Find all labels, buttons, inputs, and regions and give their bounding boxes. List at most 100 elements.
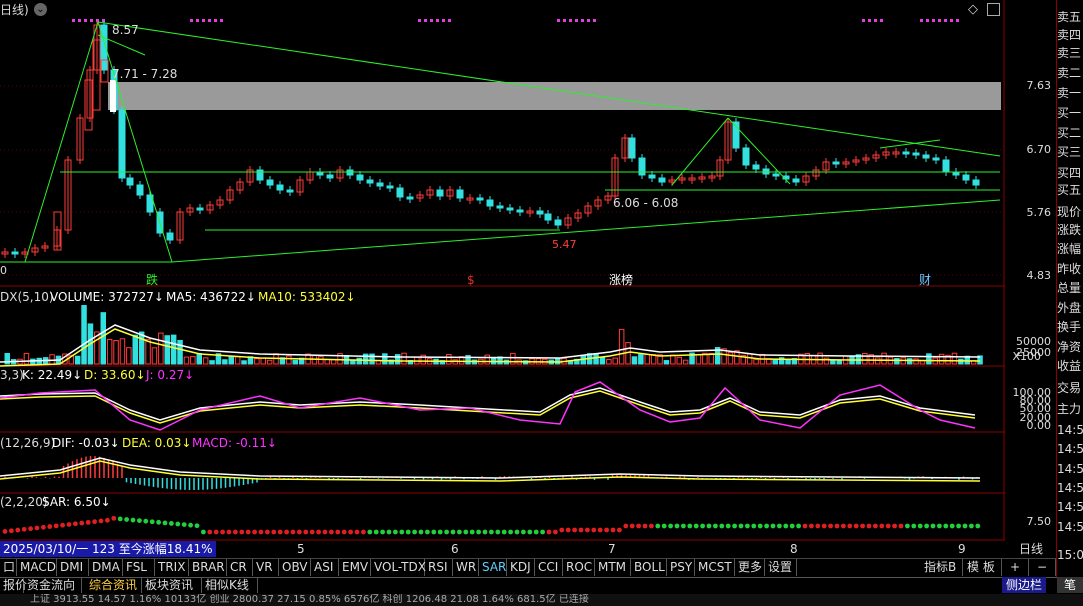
tab-macd[interactable]: MACD bbox=[17, 559, 57, 576]
pen-button[interactable]: 笔 bbox=[1057, 577, 1083, 593]
sar-point bbox=[579, 528, 584, 533]
signal-dot bbox=[90, 19, 93, 22]
event-marker-fall[interactable]: 跌 bbox=[146, 273, 158, 287]
tab-[interactable]: 更多 bbox=[735, 559, 765, 576]
volume-bar bbox=[395, 355, 400, 364]
tab-trix[interactable]: TRIX bbox=[155, 559, 189, 576]
volume-bar bbox=[402, 353, 407, 364]
sar-point bbox=[207, 530, 212, 535]
tab-news[interactable]: 综合资讯 bbox=[86, 577, 142, 593]
tab-rsi[interactable]: RSI bbox=[425, 559, 453, 576]
volume-bar bbox=[831, 360, 836, 364]
tab-fsl[interactable]: FSL bbox=[123, 559, 155, 576]
signal-dot bbox=[436, 19, 439, 22]
sar-point bbox=[931, 524, 936, 529]
volume-bar bbox=[677, 357, 682, 364]
volume-bar bbox=[152, 348, 157, 364]
quote-field-label: 卖五 bbox=[1057, 10, 1083, 24]
sidebar-toggle[interactable]: 侧边栏 bbox=[1002, 577, 1046, 593]
candle-body bbox=[119, 110, 125, 178]
tab-asi[interactable]: ASI bbox=[311, 559, 339, 576]
tab-sector-news[interactable]: 板块资讯 bbox=[142, 577, 202, 593]
event-marker-dollar[interactable]: $ bbox=[467, 273, 475, 287]
signal-dot bbox=[448, 19, 451, 22]
period-selector[interactable]: 日线 bbox=[1005, 541, 1057, 557]
candle-body bbox=[649, 175, 655, 178]
sar-point bbox=[265, 530, 270, 535]
candle-body bbox=[12, 252, 18, 254]
event-marker-finance[interactable]: 财 bbox=[919, 273, 931, 287]
tab-brar[interactable]: BRAR bbox=[189, 559, 227, 576]
candle-body bbox=[903, 152, 909, 154]
tab-wr[interactable]: WR bbox=[453, 559, 479, 576]
remove-tab-button[interactable]: − bbox=[1029, 559, 1056, 576]
candle-body bbox=[629, 138, 635, 158]
tab-similar-kline[interactable]: 相似K线 bbox=[202, 577, 258, 593]
sar-legend-name: (2,2,20) bbox=[0, 495, 48, 509]
tab-obv[interactable]: OBV bbox=[279, 559, 311, 576]
template-button[interactable]: 模 板 bbox=[964, 559, 1002, 576]
indicator-b-button[interactable]: 指标B bbox=[921, 559, 963, 576]
sar-point bbox=[297, 530, 302, 535]
tab-dma[interactable]: DMA bbox=[89, 559, 123, 576]
kdj-j-line bbox=[0, 382, 975, 430]
tab-boll[interactable]: BOLL bbox=[631, 559, 667, 576]
candle-body bbox=[793, 179, 799, 182]
sar-point bbox=[828, 524, 833, 529]
sar-point bbox=[271, 530, 276, 535]
volume-bar bbox=[178, 340, 183, 364]
tab-dmi[interactable]: DMI bbox=[57, 559, 89, 576]
trade-time: 15:0 bbox=[1057, 548, 1083, 562]
signal-dot bbox=[938, 19, 941, 22]
sar-point bbox=[713, 524, 718, 529]
tab-roc[interactable]: ROC bbox=[563, 559, 595, 576]
sar-point bbox=[79, 521, 84, 526]
tab-emv[interactable]: EMV bbox=[339, 559, 371, 576]
candle-body bbox=[545, 214, 551, 220]
volume-bar bbox=[447, 355, 452, 364]
sar-point bbox=[35, 526, 40, 531]
sar-point bbox=[483, 530, 488, 535]
quote-field-label: 昨收 bbox=[1057, 262, 1083, 276]
volume-bar bbox=[146, 339, 151, 364]
tab-quote[interactable]: 报价 bbox=[0, 577, 24, 593]
event-marker-top-list[interactable]: 涨榜 bbox=[609, 273, 633, 287]
candle-body bbox=[437, 190, 443, 196]
candle-body bbox=[377, 183, 383, 186]
sar-point bbox=[905, 524, 910, 529]
volume-bar bbox=[287, 356, 292, 364]
tab-kdj[interactable]: KDJ bbox=[507, 559, 535, 576]
sar-point bbox=[175, 522, 180, 527]
volume-bar bbox=[939, 354, 944, 364]
tab-psy[interactable]: PSY bbox=[667, 559, 695, 576]
tab-cci[interactable]: CCI bbox=[535, 559, 563, 576]
tab-mtm[interactable]: MTM bbox=[595, 559, 631, 576]
tab-[interactable]: 设置 bbox=[765, 559, 797, 576]
sar-point bbox=[841, 524, 846, 529]
sar-point bbox=[758, 524, 763, 529]
volume-bar bbox=[357, 358, 362, 364]
tab-cr[interactable]: CR bbox=[227, 559, 253, 576]
signal-dot bbox=[932, 19, 935, 22]
sar-point bbox=[649, 524, 654, 529]
volume-legend-ma10: MA10: 533402↓ bbox=[258, 290, 356, 304]
sar-point bbox=[163, 520, 168, 525]
tab-collapse[interactable]: 口 bbox=[0, 559, 17, 576]
sar-point bbox=[374, 530, 379, 535]
tab-mcst[interactable]: MCST bbox=[695, 559, 735, 576]
tab-sar[interactable]: SAR bbox=[479, 559, 507, 576]
add-tab-button[interactable]: + bbox=[1002, 559, 1029, 576]
tab-vol-tdx[interactable]: VOL-TDX bbox=[371, 559, 425, 576]
tab-vr[interactable]: VR bbox=[253, 559, 279, 576]
quote-field-label: 涨幅 bbox=[1057, 242, 1083, 256]
sar-point bbox=[809, 524, 814, 529]
sar-point bbox=[463, 530, 468, 535]
macd-legend-name: (12,26,9) bbox=[0, 436, 55, 450]
tab-capital-flow[interactable]: 资金流向 bbox=[24, 577, 82, 593]
signal-dot bbox=[575, 19, 578, 22]
sar-point bbox=[662, 524, 667, 529]
volume-bar bbox=[223, 360, 228, 364]
volume-bar bbox=[952, 353, 957, 364]
sar-point bbox=[547, 530, 552, 535]
sar-point bbox=[246, 530, 251, 535]
